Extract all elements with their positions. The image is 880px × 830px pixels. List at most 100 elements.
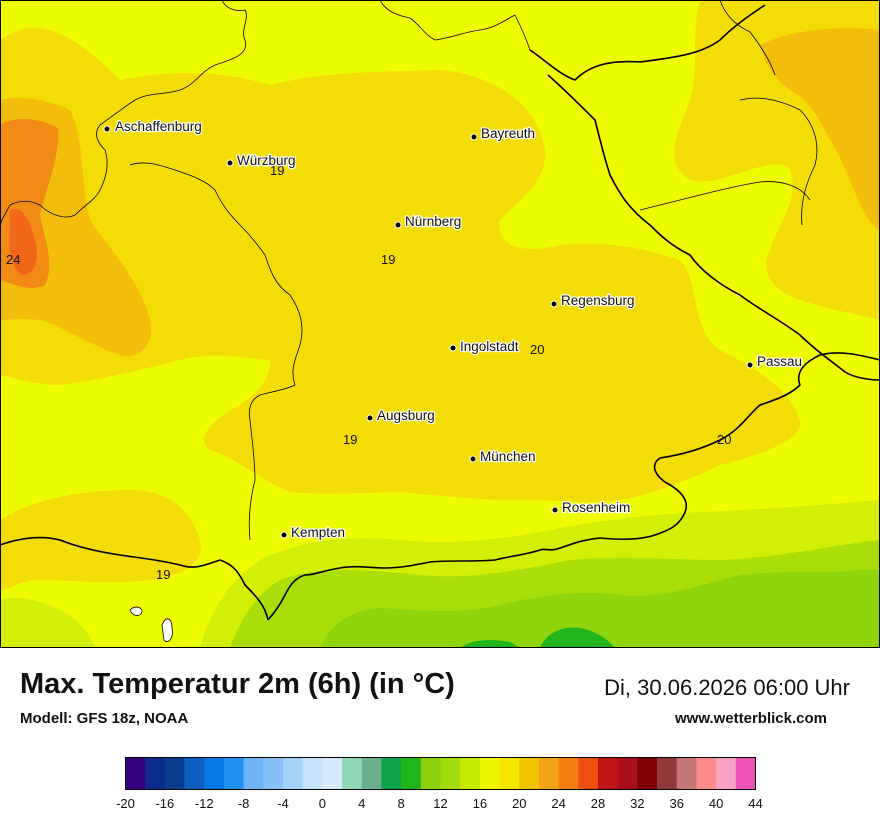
- city-label: Augsburg: [377, 408, 435, 423]
- legend-tick-label: 24: [551, 796, 565, 811]
- city-dot: [226, 159, 234, 167]
- isotherm-label: 19: [343, 432, 357, 447]
- legend-swatch: [558, 757, 579, 790]
- legend-ticks: -20 -16 -12 -8 -4 0 4 8 12 16 20 24 28 32 36 40 44: [116, 796, 763, 811]
- temperature-map: 19 24 19 20 19 20 19 Aschaffenburg Würzb…: [0, 0, 880, 648]
- temp-zone-8-10-b: [460, 640, 520, 648]
- legend-tick-label: 20: [512, 796, 526, 811]
- legend-tick-label: -12: [195, 796, 214, 811]
- legend-swatch: [322, 757, 343, 790]
- city-markers: Aschaffenburg Würzburg Bayreuth Nürnberg…: [103, 118, 803, 541]
- temp-zone-18-20: [0, 27, 801, 502]
- city-nuernberg: Nürnberg: [394, 213, 463, 230]
- city-dot: [469, 455, 477, 463]
- legend-swatch: [361, 757, 382, 790]
- city-dot: [103, 125, 111, 133]
- isotherm-label: 24: [6, 252, 20, 267]
- city-label: Aschaffenburg: [115, 119, 202, 134]
- temp-zone-18-20-southwest: [0, 490, 201, 590]
- city-label: Rosenheim: [562, 500, 630, 515]
- legend-tick-label: 4: [358, 796, 365, 811]
- legend-swatch: [637, 757, 658, 790]
- city-ingolstadt: Ingolstadt: [449, 338, 520, 355]
- temp-zone-14-16-west: [0, 598, 95, 648]
- legend-tick-label: 40: [709, 796, 723, 811]
- legend-swatch: [440, 757, 461, 790]
- legend-swatch: [125, 757, 146, 790]
- legend-swatch: [657, 757, 678, 790]
- legend-tick-label: 8: [398, 796, 405, 811]
- legend-swatch: [204, 757, 225, 790]
- legend-swatch: [617, 757, 638, 790]
- legend-frame: [125, 757, 756, 790]
- forecast-datetime: Di, 30.06.2026 06:00 Uhr: [604, 675, 850, 700]
- city-dot: [746, 361, 754, 369]
- legend-swatch: [283, 757, 303, 790]
- legend-tick-label: 0: [319, 796, 326, 811]
- legend-tick-label: 32: [630, 796, 644, 811]
- temp-zone-24-26: [9, 209, 37, 275]
- isotherm-label: 19: [381, 252, 395, 267]
- state-borders: [0, 0, 818, 541]
- legend-swatch: [223, 757, 244, 790]
- city-bayreuth: Bayreuth: [470, 125, 536, 142]
- city-dot: [280, 531, 288, 539]
- legend-swatch: [735, 757, 756, 790]
- city-dot: [449, 344, 457, 352]
- legend-tick-label: -20: [116, 796, 135, 811]
- city-muenchen: München: [469, 448, 537, 465]
- legend-tick-label: -16: [155, 796, 174, 811]
- legend-tick-label: 12: [433, 796, 447, 811]
- isotherm-label: 19: [270, 163, 284, 178]
- city-label: Kempten: [291, 525, 345, 540]
- temp-zone-20-22-east: [760, 28, 880, 230]
- legend-tick-label: -8: [238, 796, 250, 811]
- model-source: Modell: GFS 18z, NOAA: [20, 710, 189, 727]
- legend-swatch: [519, 757, 540, 790]
- city-label: München: [480, 449, 536, 464]
- city-passau: Passau: [746, 353, 803, 370]
- city-augsburg: Augsburg: [366, 407, 436, 424]
- city-regensburg: Regensburg: [550, 292, 636, 309]
- legend-swatch: [381, 757, 402, 790]
- color-legend: -20 -16 -12 -8 -4 0 4 8 12 16 20 24 28 32 36 40 44: [116, 757, 763, 811]
- country-borders: [0, 4, 880, 621]
- legend-swatch: [578, 757, 599, 790]
- legend-swatch: [499, 757, 520, 790]
- legend-swatches: [125, 757, 756, 790]
- city-label: Regensburg: [561, 293, 635, 308]
- isotherm-labels: 19 24 19 20 19 20 19: [6, 163, 731, 582]
- city-dot: [550, 300, 558, 308]
- legend-swatch: [342, 757, 363, 790]
- legend-tick-label: 16: [473, 796, 487, 811]
- city-dot: [470, 133, 478, 141]
- legend-tick-label: -4: [277, 796, 289, 811]
- legend-tick-label: 44: [748, 796, 762, 811]
- legend-swatch: [538, 757, 559, 790]
- legend-swatch: [676, 757, 697, 790]
- legend-swatch: [302, 757, 323, 790]
- lakes: [129, 606, 173, 643]
- isotherm-label: 19: [156, 567, 170, 582]
- city-dot: [394, 221, 402, 229]
- city-label: Passau: [757, 354, 802, 369]
- legend-swatch: [479, 757, 500, 790]
- isotherm-label: 20: [717, 432, 731, 447]
- website-link[interactable]: www.wetterblick.com: [675, 710, 827, 727]
- legend-swatch: [145, 757, 166, 790]
- legend-swatch: [184, 757, 205, 790]
- city-kempten: Kempten: [280, 524, 346, 541]
- temp-zone-10-12: [320, 570, 880, 648]
- legend-swatch: [243, 757, 264, 790]
- legend-swatch: [696, 757, 717, 790]
- city-label: Würzburg: [237, 153, 296, 168]
- city-dot: [551, 506, 559, 514]
- legend-tick-label: 28: [591, 796, 605, 811]
- isotherm-label: 20: [530, 342, 544, 357]
- city-aschaffenburg: Aschaffenburg: [103, 118, 203, 135]
- legend-swatch: [420, 757, 441, 790]
- city-label: Bayreuth: [481, 126, 535, 141]
- legend-swatch: [598, 757, 618, 790]
- legend-swatch: [263, 757, 284, 790]
- legend-swatch: [164, 757, 185, 790]
